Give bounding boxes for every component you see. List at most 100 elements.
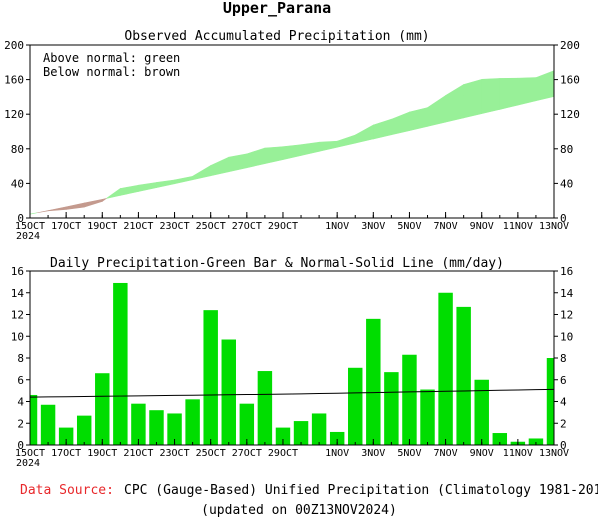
above-normal-area [499,77,519,110]
0-ytick-label-left: 80 [11,143,24,156]
daily-precip-bar [474,379,489,445]
1-ytick-label-left: 4 [17,396,24,409]
0-year-label: 2024 [16,231,40,242]
daily-precip-bar [293,421,309,445]
above-normal-area [138,182,157,192]
above-normal-area [174,175,193,185]
daily-precip-bar [348,367,363,445]
1-ytick-label-right: 10 [560,330,573,343]
0-xtick-label: 27OCT [232,221,262,232]
daily-precip-bar [402,354,417,445]
accumulated-panel: 0 0 40 40 80 80 120 120 160 160 200 200 15OCT 17OCT 19… [4,39,580,242]
daily-precip-bar [203,310,218,445]
above-normal-area [156,179,175,189]
0-xtick-label: 3NOV [361,221,385,232]
1-xtick-label: 21OCT [123,448,153,459]
below-normal-area [37,210,49,214]
above-normal-area [535,70,555,102]
above-normal-area [282,144,302,160]
1-ytick-label-left: 14 [11,287,25,300]
1-xtick-label: 23OCT [159,448,189,459]
above-normal-area [409,107,428,132]
above-normal-area [445,83,464,123]
1-xtick-label: 19OCT [87,448,117,459]
daily-precip-bar [257,371,273,445]
above-normal-area [481,78,501,115]
above-normal-area [300,141,320,156]
1-ytick-label-right: 12 [560,309,573,322]
below-normal-area [47,206,67,212]
above-normal-area [373,118,392,140]
daily-precip-bar [167,413,182,445]
0-xtick-label: 19OCT [87,221,117,232]
0-xtick-label: 25OCT [196,221,226,232]
0-xtick-label: 7NOV [434,221,458,232]
1-ytick-label-left: 16 [11,265,24,278]
0-ytick-label-right: 80 [560,143,573,156]
0-ytick-label-left: 40 [11,177,24,190]
accumulated-chart-title: Observed Accumulated Precipitation (mm) [124,29,429,44]
1-xtick-label: 25OCT [196,448,226,459]
data-source-text: CPC (Gauge-Based) Unified Precipitation … [124,483,598,498]
daily-precip-bar [420,389,435,445]
1-year-label: 2024 [16,458,40,469]
above-normal-area [517,77,537,106]
data-source-label: Data Source: [20,483,114,498]
1-xtick-label: 27OCT [232,448,262,459]
1-ytick-label-left: 6 [17,374,24,387]
1-ytick-label-left: 10 [11,330,24,343]
1-ytick-label-right: 4 [560,396,567,409]
daily-precip-bar [456,306,471,445]
1-ytick-label-right: 0 [560,439,567,452]
daily-precip-bar [221,339,236,445]
daily-precip-bar [366,318,381,445]
0-xtick-label: 13NOV [539,221,569,232]
0-ytick-label-right: 0 [560,212,567,225]
daily-precip-bar [40,404,56,445]
daily-precip-bar [239,403,255,445]
above-normal-area [246,147,266,169]
below-normal-area [65,202,85,210]
0-xtick-label: 1NOV [325,221,349,232]
1-xtick-label: 1NOV [325,448,349,459]
above-normal-area [106,187,121,199]
0-xtick-label: 17OCT [51,221,81,232]
daily-panel: 0 0 2 2 4 4 6 6 8 8 10 10 12 12 14 14 16 16 15OCT 17OCT 19OC… [11,265,574,469]
1-xtick-label: 13NOV [539,448,569,459]
daily-precip-bar [185,399,200,445]
0-xtick-label: 9NOV [470,221,494,232]
1-xtick-label: 11NOV [503,448,533,459]
daily-precip-bar [30,394,38,445]
daily-precip-bar [528,438,544,445]
normal-daily-line [29,388,555,398]
daily-precip-bar [95,373,110,445]
daily-precip-bar [438,292,453,445]
0-xtick-label: 15OCT [15,221,45,232]
above-normal-area [391,111,410,136]
0-xtick-label: 21OCT [123,221,153,232]
1-xtick-label: 9NOV [470,448,494,459]
daily-precip-bar [113,282,128,445]
above-normal-area [228,153,248,173]
0-ytick-label-left: 0 [17,212,24,225]
daily-precip-bar [311,413,327,445]
daily-precip-bar [492,433,508,445]
legend-below-normal: Below normal: brown [43,65,180,79]
daily-precip-bar [329,431,345,445]
figure-title: Upper_Parana [223,0,331,17]
0-ytick-label-left: 160 [4,74,24,87]
1-ytick-label-right: 6 [560,374,567,387]
above-normal-area [318,140,338,152]
0-ytick-label-left: 200 [4,39,24,52]
daily-precip-bar [275,427,291,445]
1-xtick-label: 3NOV [361,448,385,459]
1-ytick-label-left: 2 [17,417,24,430]
daily-precip-bar [58,427,74,445]
0-xtick-label: 23OCT [159,221,189,232]
legend-above-normal: Above normal: green [43,51,180,65]
1-ytick-label-right: 14 [560,287,574,300]
0-ytick-label-right: 120 [560,108,580,121]
daily-chart-title: Daily Precipitation-Green Bar & Normal-S… [50,256,504,271]
